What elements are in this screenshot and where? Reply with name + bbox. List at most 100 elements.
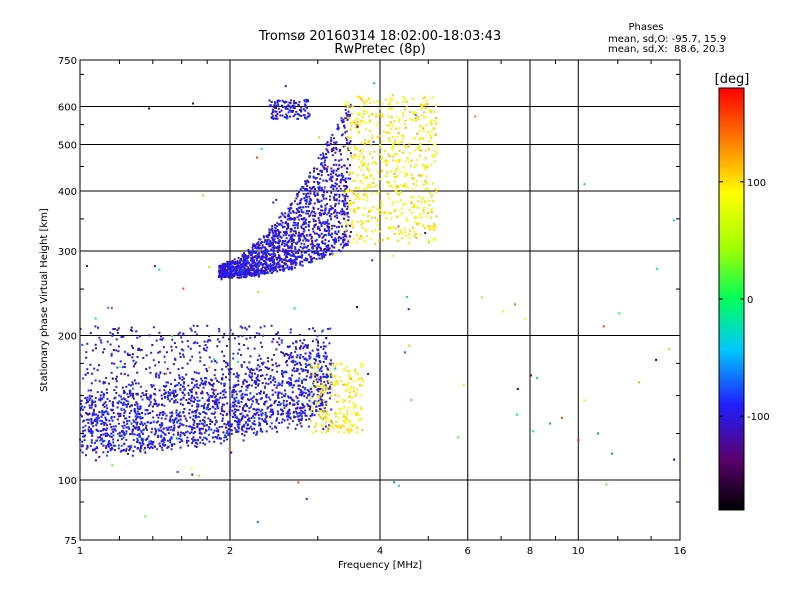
data-point [325,197,328,200]
data-point [321,240,324,243]
data-point [230,261,233,264]
data-point [253,256,256,258]
data-point [215,427,218,430]
data-point [289,238,292,240]
data-point [202,404,205,407]
data-point [146,437,149,440]
data-point [252,265,254,267]
data-point [289,417,292,420]
data-point [295,110,298,113]
data-point [123,449,125,451]
data-point [360,96,363,99]
data-point [274,246,277,249]
data-point [287,414,289,417]
data-point [113,397,116,400]
data-point [173,443,176,446]
data-point [344,118,347,121]
data-point [474,115,477,118]
data-point [220,442,223,445]
data-point [333,225,336,227]
data-point [292,361,295,364]
data-point [266,236,269,239]
data-point [114,396,117,399]
data-point [396,200,399,203]
data-point [318,201,321,203]
data-point [286,214,289,217]
data-point [391,94,394,97]
data-point [91,349,94,352]
data-point [308,351,311,354]
data-point [354,155,357,158]
data-point [434,149,437,152]
data-point [256,266,259,269]
data-point [317,385,320,387]
data-point [328,229,331,232]
data-point [208,382,211,385]
data-point [233,398,236,401]
data-point [138,435,141,437]
data-point [83,419,86,422]
data-point [422,225,425,227]
data-point [110,408,113,411]
data-point [417,206,419,209]
data-point [281,226,284,229]
data-point [82,435,85,438]
data-point [239,263,242,266]
data-point [281,106,284,108]
data-point [280,408,282,411]
data-point [97,398,100,401]
data-point [97,326,99,329]
data-point [300,208,303,211]
data-point [252,251,255,254]
data-point [269,270,272,272]
data-point [251,246,254,249]
data-point [352,406,355,409]
data-point [281,104,283,107]
data-point [326,221,329,224]
data-point [323,381,326,383]
data-point [91,395,93,398]
data-point [403,231,406,234]
data-point [343,230,346,233]
data-point [299,238,301,241]
data-point [260,268,263,271]
data-point [159,371,162,374]
data-point [232,415,234,418]
data-point [106,450,109,453]
data-point [182,391,184,394]
data-point [316,194,319,196]
data-point [255,255,258,257]
data-point [103,402,106,405]
data-point [231,276,234,279]
data-point [329,173,332,176]
data-point [241,334,244,337]
data-point [289,102,292,105]
data-point [366,167,369,170]
data-point [273,261,276,264]
data-point [303,188,306,190]
data-point [120,372,123,375]
data-point [308,418,311,421]
data-point [344,199,347,202]
data-point [244,257,247,260]
x-tick-label: 10 [572,546,585,557]
data-point [300,392,303,395]
data-point [100,434,103,436]
data-point [285,400,288,403]
data-point [264,239,267,242]
data-point [232,269,235,272]
data-point [112,444,115,447]
data-point [327,368,330,371]
data-point [237,419,240,422]
data-point [342,175,345,178]
data-point [125,430,128,433]
data-point [428,225,431,228]
data-point [200,422,203,425]
data-point [154,364,157,367]
data-point [300,189,303,192]
data-point [139,447,142,450]
data-point [299,384,302,387]
data-point [363,102,366,105]
data-point [271,108,274,111]
data-point [252,273,255,276]
